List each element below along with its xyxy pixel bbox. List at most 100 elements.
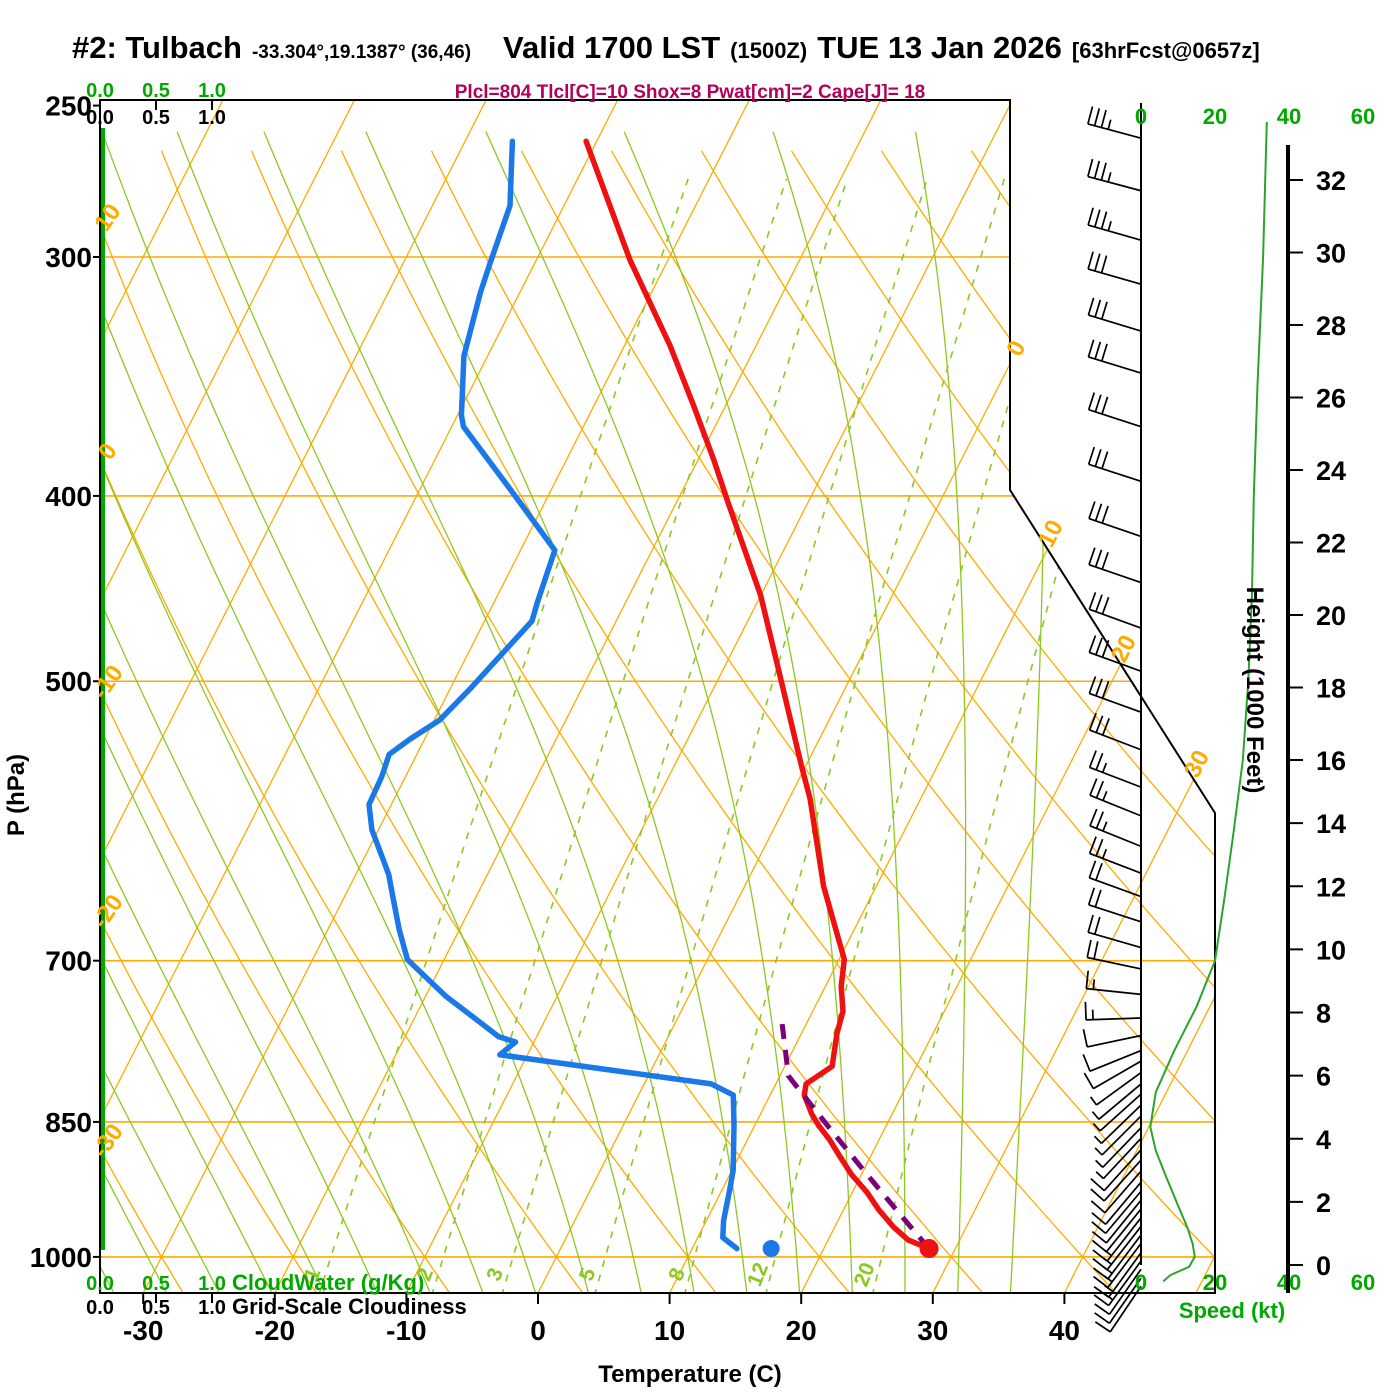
surface-temperature-dot — [919, 1239, 939, 1259]
moist-adiabat-line — [100, 131, 432, 1293]
moist-adiabat-line — [100, 131, 274, 1293]
speed-tick-label-bottom: 0 — [1135, 1270, 1147, 1295]
dry-adiabat-line — [610, 150, 1215, 1293]
height-tick-label: 12 — [1316, 872, 1346, 902]
moist-adiabat-line — [101, 131, 590, 1293]
mixing-ratio-line — [593, 178, 928, 1293]
height-tick-label: 20 — [1316, 601, 1346, 631]
wind-barb — [1090, 1149, 1142, 1192]
temperature-tick-label: 0 — [530, 1315, 546, 1346]
pressure-axis-title: P (hPa) — [3, 754, 30, 836]
plot-border — [99, 99, 1216, 1294]
dry-adiabat-label: 0 — [93, 438, 123, 464]
wind-barb — [1089, 778, 1142, 817]
dry-adiabat-line — [340, 150, 1119, 1293]
wind-barb — [1094, 1268, 1142, 1316]
cloudwater-scale-label-top: 0.0 — [86, 80, 114, 102]
dry-adiabat-line — [1150, 150, 1215, 1293]
moist-adiabat-line — [100, 131, 380, 1293]
temperature-tick-label: -30 — [123, 1315, 163, 1346]
dry-adiabat-line — [250, 150, 986, 1293]
wind-barb — [1091, 1199, 1142, 1244]
surface-dewpoint-dot — [762, 1240, 780, 1258]
dry-adiabat-line — [100, 150, 453, 1293]
mixing-ratio-label: 20 — [850, 1259, 880, 1289]
wind-barb-column — [1082, 103, 1142, 1333]
speed-tick-label-bottom: 60 — [1351, 1270, 1375, 1295]
wind-barb — [1087, 887, 1142, 923]
wind-barb — [1090, 1159, 1142, 1202]
pressure-tick-label: 400 — [45, 481, 92, 512]
isotherm-line — [405, 100, 1014, 1293]
height-tick-label: 22 — [1316, 529, 1346, 559]
height-tick-label: 14 — [1316, 809, 1346, 839]
mixing-ratio-label: 3 — [482, 1265, 508, 1284]
cloudwater-scale-label-bottom: 0.0 — [86, 1273, 114, 1295]
isotherm-label: 20 — [1106, 631, 1142, 667]
moist-adiabat-line — [100, 131, 538, 1293]
station-coords: -33.304°,19.1387° (36,46) — [251, 42, 472, 63]
wind-barb — [1082, 1049, 1142, 1072]
dry-adiabat-line — [160, 150, 853, 1293]
height-tick-label: 32 — [1316, 166, 1346, 196]
isotherm-label: 30 — [1179, 746, 1215, 782]
wind-barb — [1084, 1001, 1142, 1021]
dry-adiabat-line — [700, 150, 1215, 1293]
isotherm-line — [100, 100, 224, 1293]
wind-barb — [1093, 1104, 1142, 1144]
wind-barb — [1091, 1190, 1142, 1235]
temperature-tick-label: 20 — [786, 1315, 817, 1346]
wind-barb — [1087, 339, 1142, 374]
pressure-tick-label: 250 — [45, 91, 92, 122]
dry-adiabat-line — [100, 150, 586, 1293]
moist-adiabat-line — [100, 131, 327, 1293]
pressure-tick-label: 300 — [45, 242, 92, 273]
pressure-tick-label: 1000 — [30, 1242, 92, 1273]
dry-adiabat-label: -20 — [87, 890, 129, 934]
speed-tick-label-top: 60 — [1351, 104, 1375, 129]
height-tick-label: 6 — [1316, 1062, 1331, 1092]
dry-adiabat-line — [100, 150, 719, 1293]
mixing-ratio-line — [683, 178, 1006, 1293]
height-tick-label: 16 — [1316, 746, 1346, 776]
valid-zulu: (1500Z) — [730, 38, 808, 63]
wind-barb — [1083, 1060, 1142, 1090]
wind-barb — [1086, 939, 1142, 970]
valid-time: Valid 1700 LST — [503, 30, 721, 65]
height-axis-title: Height (1000 Feet) — [1241, 587, 1268, 794]
isotherm-label: 0 — [1001, 336, 1031, 360]
wind-barb — [1089, 1071, 1142, 1106]
temperature-tick-label: 30 — [917, 1315, 948, 1346]
wind-barb — [1088, 836, 1142, 874]
speed-tick-label-top: 20 — [1203, 104, 1227, 129]
moist-adiabat-line — [100, 131, 169, 1293]
dry-adiabat-label: -30 — [87, 1119, 129, 1163]
parcel-path — [778, 1015, 932, 1251]
mixing-ratio-label: 5 — [575, 1265, 601, 1285]
mixing-ratio-line — [764, 178, 1075, 1293]
isotherm-line — [1195, 100, 1215, 1293]
moist-adiabat-line — [100, 131, 485, 1293]
temperature-tick-label: 40 — [1049, 1315, 1080, 1346]
moist-adiabat-line — [914, 131, 967, 1293]
wind-barb — [1093, 1260, 1142, 1307]
mixing-ratio-label: 12 — [743, 1259, 773, 1289]
wind-barb — [1089, 808, 1142, 848]
speed-axis-title: Speed (kt) — [1179, 1298, 1285, 1323]
wind-barb — [1094, 1115, 1142, 1156]
height-tick-label: 24 — [1316, 456, 1346, 486]
height-tick-label: 4 — [1316, 1125, 1331, 1155]
wind-barb — [1088, 635, 1142, 673]
wind-barb — [1088, 676, 1142, 714]
temperature-tick-label: -20 — [255, 1315, 295, 1346]
moist-adiabat-line — [263, 131, 696, 1293]
wind-barb — [1085, 970, 1142, 996]
wind-barb — [1087, 158, 1142, 192]
height-tick-label: 10 — [1316, 935, 1346, 965]
mixing-ratio-line — [871, 178, 1166, 1293]
cloudwater-axis-title: CloudWater (g/Kg) — [232, 1270, 424, 1295]
cloudiness-scale-label-bottom: 0.5 — [142, 1297, 170, 1319]
wind-barb — [1088, 860, 1142, 898]
temperature-axis-title: Temperature (C) — [598, 1361, 782, 1388]
wind-barb — [1087, 392, 1142, 428]
